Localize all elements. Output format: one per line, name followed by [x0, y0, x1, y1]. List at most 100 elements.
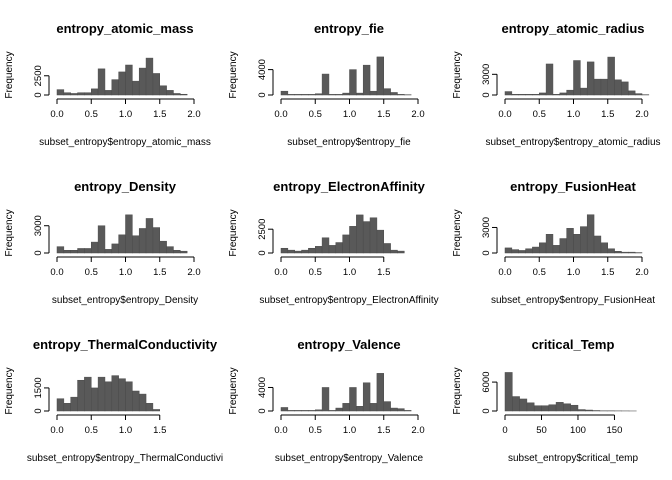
- histogram-bar: [532, 246, 540, 254]
- x-tick-label: 0.0: [50, 425, 63, 436]
- histogram-bar: [287, 94, 295, 96]
- y-tick-label: 0: [33, 408, 44, 413]
- histogram-bar: [342, 92, 350, 96]
- histogram-bar: [376, 56, 384, 96]
- histogram-bar: [138, 393, 147, 412]
- histogram-bar: [600, 78, 609, 96]
- histogram-bar: [138, 228, 147, 254]
- histogram-bar: [573, 60, 581, 96]
- x-tick-label: 1.5: [377, 425, 390, 436]
- histogram-bar: [376, 229, 384, 254]
- y-axis-label: Frequency: [452, 209, 463, 256]
- chart-title: entropy_Density: [74, 179, 177, 194]
- histogram-bar: [376, 373, 384, 412]
- histogram-bar: [511, 94, 519, 96]
- x-axis-label: subset_entropy$critical_temp: [508, 453, 639, 464]
- histogram-bar: [97, 225, 106, 254]
- chart-title: entropy_ElectronAffinity: [273, 179, 425, 194]
- x-tick-label: 1.0: [567, 109, 580, 120]
- histogram-bar: [145, 218, 154, 254]
- x-tick-label: 1.0: [119, 109, 132, 120]
- x-tick-label: 50: [536, 425, 547, 436]
- histogram-bar: [125, 381, 133, 412]
- histogram-bar: [607, 248, 615, 254]
- histogram-bar: [504, 247, 513, 254]
- histogram-bar: [586, 214, 595, 254]
- histogram-bar: [321, 73, 330, 96]
- x-tick-label: 0.0: [498, 267, 511, 278]
- histogram-bar: [180, 250, 188, 254]
- histogram-bar: [328, 245, 337, 254]
- x-tick-label: 100: [570, 425, 586, 436]
- histogram-bar: [356, 92, 364, 96]
- histogram-bar: [308, 247, 316, 254]
- histogram-bar: [593, 78, 602, 96]
- histogram-bar: [390, 407, 398, 412]
- histogram-bar: [541, 405, 550, 412]
- histogram-bar: [404, 410, 412, 412]
- histogram-bar: [566, 89, 574, 96]
- y-axis-label: Frequency: [4, 51, 15, 98]
- histogram-bar: [563, 403, 571, 412]
- x-tick-label: 150: [607, 425, 623, 436]
- histogram-bar: [397, 250, 405, 254]
- histogram-bar: [328, 94, 337, 96]
- histogram-bar: [525, 94, 533, 96]
- histogram-bar: [321, 387, 330, 412]
- histogram-bar: [132, 235, 140, 254]
- chart-panel-0: entropy_atomic_mass 0.0 0.5 1.0 1.5 2.0 0 2500 F…: [4, 21, 211, 148]
- histogram-bar: [315, 409, 323, 412]
- histogram-bar: [301, 249, 309, 254]
- x-tick-label: 1.0: [119, 425, 132, 436]
- y-axis-label: Frequency: [4, 367, 15, 414]
- chart-title: entropy_FusionHeat: [510, 179, 636, 194]
- histogram-bar: [518, 250, 526, 254]
- histogram-bar: [91, 387, 99, 412]
- histogram-bar: [504, 372, 513, 412]
- x-axis-label: subset_entropy$entropy_FusionHeat: [491, 295, 655, 306]
- chart-panel-5: entropy_FusionHeat 0.0 0.5 1.0 1.5 2.0 0 3000 Fr…: [452, 179, 655, 306]
- histogram-bar: [511, 249, 519, 254]
- histogram-bar: [294, 94, 302, 96]
- histogram-bar: [566, 228, 574, 254]
- histogram-bar: [118, 378, 126, 412]
- histogram-bar: [294, 410, 302, 412]
- histogram-bar: [518, 94, 526, 96]
- x-tick-label: 2.0: [187, 267, 200, 278]
- chart-title: critical_Temp: [532, 337, 615, 352]
- histogram-bar: [628, 251, 636, 254]
- histogram-bar: [138, 67, 147, 96]
- histogram-bar: [342, 403, 350, 412]
- histogram-bar: [600, 242, 609, 254]
- histogram-bar: [607, 56, 615, 96]
- histogram-bar: [335, 242, 343, 254]
- x-tick-label: 2.0: [411, 109, 424, 120]
- x-tick-label: 1.0: [119, 267, 132, 278]
- histogram-bar: [559, 92, 567, 96]
- histogram-bar: [321, 237, 330, 254]
- x-tick-label: 1.0: [343, 425, 356, 436]
- x-tick-label: 0.0: [50, 267, 63, 278]
- histogram-bar: [91, 241, 99, 254]
- histogram-bar: [132, 80, 140, 96]
- y-axis-label: Frequency: [452, 51, 463, 98]
- histogram-bar: [390, 249, 398, 254]
- x-axis-label: subset_entropy$entropy_Valence: [275, 453, 424, 464]
- chart-title: entropy_Valence: [297, 337, 400, 352]
- histogram-bar: [548, 404, 557, 412]
- histogram-bar: [628, 90, 636, 96]
- histogram-bar: [342, 234, 350, 254]
- x-tick-label: 1.0: [567, 267, 580, 278]
- histogram-bar: [335, 407, 343, 412]
- histogram-bar: [570, 404, 579, 412]
- x-tick-label: 0.5: [85, 267, 98, 278]
- histogram-bar: [145, 57, 154, 96]
- x-tick-label: 0.0: [498, 109, 511, 120]
- x-tick-label: 0.5: [533, 267, 546, 278]
- y-tick-label: 0: [481, 408, 492, 413]
- histogram-bar: [580, 226, 588, 254]
- histogram-bar: [70, 250, 78, 254]
- y-tick-label: 2500: [257, 219, 268, 240]
- histogram-bar: [63, 403, 71, 412]
- histogram-bar: [118, 71, 126, 96]
